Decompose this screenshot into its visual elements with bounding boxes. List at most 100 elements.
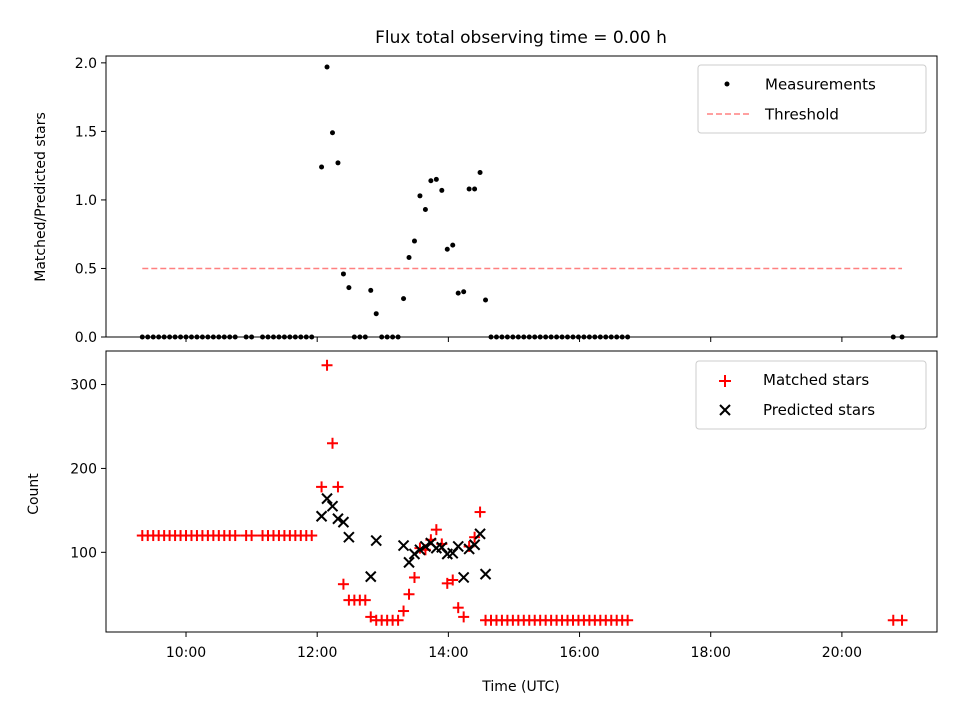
top-y-tick-label: 1.0 (75, 193, 97, 209)
measurement-point (276, 334, 282, 340)
measurement-point (890, 334, 896, 340)
measurement-point (401, 296, 407, 302)
predicted-star-marker-b (414, 544, 426, 556)
measurement-point (428, 178, 434, 184)
measurement-point (614, 334, 620, 340)
predicted-star-marker-b (365, 570, 377, 583)
matched-star-marker (430, 524, 442, 536)
measurement-point (384, 334, 390, 340)
bottom-y-axis: 100 200 300 (70, 378, 106, 561)
predicted-star-marker-b (326, 500, 339, 512)
predicted-star-marker (403, 556, 415, 569)
measurement-point (570, 334, 576, 340)
matched-star-marker (474, 506, 486, 518)
matched-star-marker (452, 602, 464, 614)
bottom-legend: Matched stars Predicted stars (695, 360, 927, 430)
measurement-point (178, 334, 184, 340)
measurement-point (335, 160, 341, 166)
measurement-point (472, 186, 478, 192)
predicted-star-marker-b (419, 540, 432, 553)
matched-star-marker (306, 530, 318, 542)
measurement-point (422, 207, 428, 213)
top-y-tick-label: 2.0 (75, 56, 97, 72)
top-y-tick-label: 0.5 (75, 261, 97, 277)
predicted-star-marker (479, 568, 492, 580)
matched-star-marker (622, 614, 634, 626)
legend-predicted-label: Predicted stars (763, 401, 875, 419)
matched-star-marker (321, 359, 333, 371)
measurement-point (145, 334, 151, 340)
measurement-point (526, 334, 532, 340)
predicted-star-marker (365, 570, 377, 583)
matched-star-marker (392, 614, 404, 626)
predicted-star-marker (326, 500, 339, 512)
measurement-point (581, 334, 587, 340)
legend-measurements-marker (724, 81, 730, 87)
measurement-point (592, 334, 598, 340)
measurement-point (433, 176, 439, 182)
measurement-point (554, 334, 560, 340)
measurement-point (499, 334, 505, 340)
bottom-x-axis-label: Time (UTC) (481, 679, 559, 695)
measurement-point (227, 334, 233, 340)
measurement-point (340, 271, 346, 277)
measurement-point (406, 254, 412, 260)
measurements-series (139, 64, 905, 340)
measurement-point (510, 334, 516, 340)
chart-title: Flux total observing time = 0.00 h (375, 28, 667, 48)
measurement-point (298, 334, 304, 340)
measurement-point (216, 334, 222, 340)
matched-star-marker (469, 531, 481, 543)
measurement-point (444, 246, 450, 252)
matched-star-marker (326, 437, 338, 449)
measurement-point (287, 334, 293, 340)
measurement-point (199, 334, 205, 340)
top-panel: 0.00.51.01.52.0 Matched/Predicted stars … (33, 55, 938, 346)
predicted-star-marker-b (321, 492, 333, 505)
matched-star-marker (229, 530, 241, 542)
measurement-point (521, 334, 527, 340)
measurement-point (309, 334, 315, 340)
measurement-point (265, 334, 271, 340)
measurement-point (232, 334, 238, 340)
measurement-point (281, 334, 287, 340)
measurement-point (477, 170, 483, 176)
measurement-point (379, 334, 385, 340)
top-y-axis-label: Matched/Predicted stars (33, 112, 49, 282)
predicted-star-marker-b (479, 568, 492, 580)
measurement-point (362, 334, 368, 340)
predicted-star-marker (397, 539, 410, 552)
measurement-point (597, 334, 603, 340)
measurement-point (139, 334, 145, 340)
predicted-stars-series (315, 492, 492, 584)
measurement-point (543, 334, 549, 340)
predicted-star-marker-b (403, 556, 415, 569)
predicted-star-marker (370, 534, 382, 547)
predicted-star-marker-b (337, 516, 350, 528)
measurement-point (249, 334, 255, 340)
measurement-point (167, 334, 173, 340)
measurement-point (537, 334, 543, 340)
measurement-point (466, 186, 472, 192)
measurement-point (221, 334, 227, 340)
legend-matched-label: Matched stars (763, 371, 869, 389)
matched-star-marker (896, 614, 908, 626)
measurement-point (586, 334, 592, 340)
predicted-star-marker (315, 510, 328, 522)
matched-star-marker (398, 605, 410, 617)
measurement-point (188, 334, 194, 340)
bottom-x-tick-label: 18:00 (691, 645, 731, 661)
top-y-tick-label: 0.0 (75, 330, 97, 346)
legend-matched-marker (719, 375, 731, 387)
measurement-point (183, 334, 189, 340)
predicted-star-marker-b (343, 531, 355, 543)
measurement-point (395, 334, 401, 340)
bottom-y-tick-label: 200 (70, 461, 97, 477)
predicted-star-marker-b (370, 534, 382, 547)
predicted-star-marker-b (425, 537, 437, 549)
measurement-point (575, 334, 581, 340)
predicted-star-marker (419, 540, 432, 553)
predicted-star-marker-b (474, 528, 486, 540)
predicted-star-marker (332, 513, 344, 525)
